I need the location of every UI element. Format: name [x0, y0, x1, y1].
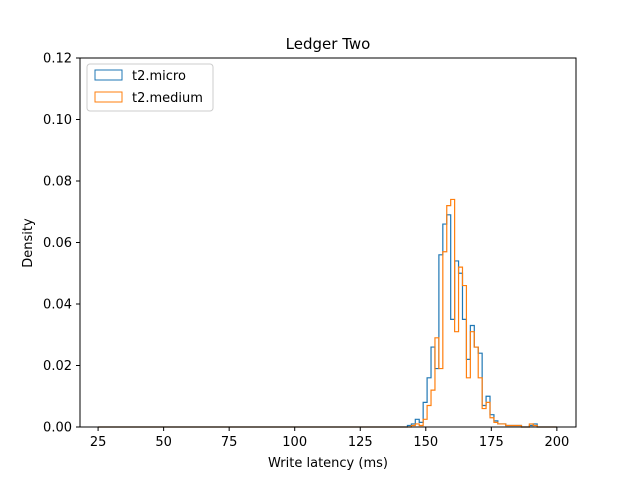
y-tick-label: 0.04: [43, 298, 72, 313]
x-tick-label: 200: [544, 435, 569, 450]
y-tick-label: 0.08: [43, 175, 72, 190]
legend-frame: [86, 63, 214, 112]
y-tick-label: 0.02: [43, 359, 72, 374]
x-axis-ticks: 25 50 75 100 125 150 175 200: [90, 427, 569, 450]
y-axis-label: Density: [21, 218, 36, 268]
x-tick-label: 125: [348, 435, 373, 450]
legend-swatch-t2-medium: [94, 91, 123, 103]
legend-label-t2-micro: t2.micro: [132, 69, 186, 84]
x-tick-label: 175: [479, 435, 504, 450]
legend: t2.micro t2.medium: [86, 63, 214, 112]
histogram-series-t2-micro: [98, 214, 557, 428]
histogram-series-t2-medium: [98, 198, 557, 428]
legend-swatch-t2-micro: [94, 69, 123, 81]
chart-title: Ledger Two: [286, 35, 371, 53]
y-tick-label: 0.12: [43, 52, 72, 67]
y-tick-label: 0.06: [43, 236, 72, 251]
y-tick-label: 0.00: [43, 421, 72, 436]
y-axis-ticks: 0.00 0.02 0.04 0.06 0.08 0.10 0.12: [43, 52, 80, 436]
x-tick-label: 75: [221, 435, 238, 450]
x-tick-label: 100: [282, 435, 307, 450]
series-layer: [98, 198, 557, 428]
y-tick-label: 0.10: [43, 113, 72, 128]
x-axis-label: Write latency (ms): [268, 456, 388, 471]
plot-area-frame: [79, 57, 577, 428]
x-tick-label: 150: [413, 435, 438, 450]
legend-label-t2-medium: t2.medium: [132, 91, 203, 106]
x-tick-label: 50: [155, 435, 172, 450]
x-tick-label: 25: [90, 435, 107, 450]
